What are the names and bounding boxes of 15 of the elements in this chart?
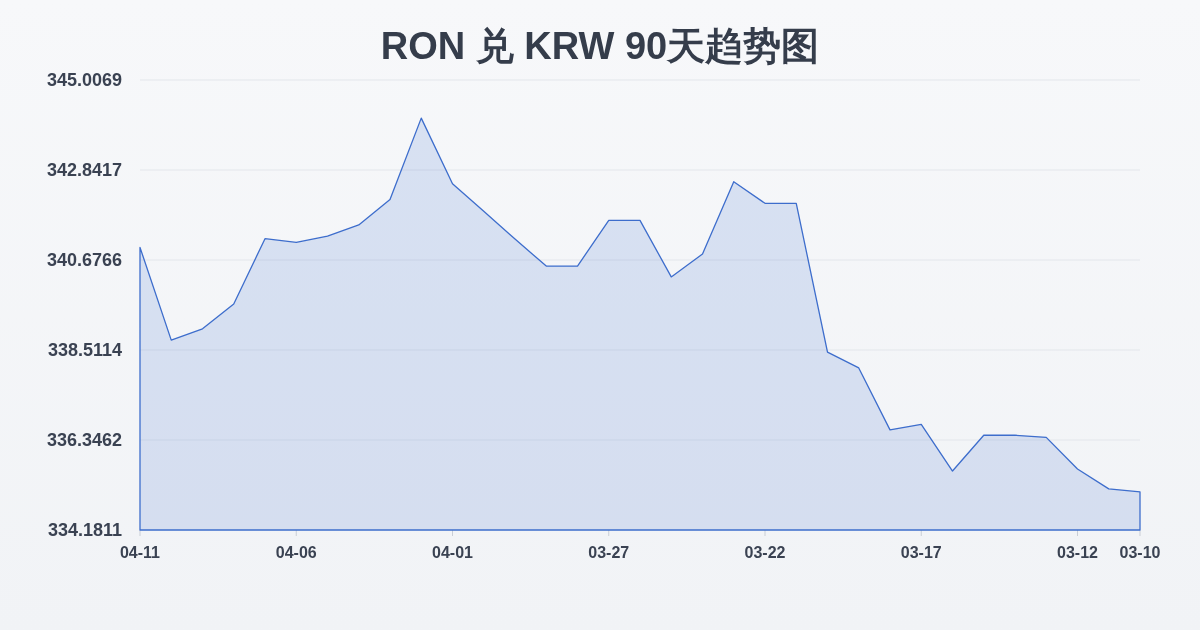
x-tick-label: 03-17 (900, 544, 942, 561)
y-tick-label: 336.3462 (46, 430, 122, 450)
y-tick-label: 338.5114 (47, 340, 122, 360)
x-tick-label: 04-01 (432, 544, 473, 561)
title: RON 兑 KRW 90天趋势图 (380, 25, 820, 67)
y-tick-label: 342.8417 (46, 160, 122, 180)
y-tick-label: 340.6766 (46, 250, 122, 270)
x-tick-label: 03-10 (1119, 544, 1161, 561)
x-tick-label: 04-11 (120, 544, 160, 561)
x-tick-label: 03-12 (1057, 544, 1098, 561)
x-tick-label: 04-06 (275, 544, 317, 561)
y-tick-label: 345.0069 (46, 70, 122, 90)
x-tick-label: 03-27 (588, 544, 630, 561)
x-tick-label: 03-22 (744, 544, 786, 561)
y-tick-label: 334.1811 (47, 520, 122, 540)
